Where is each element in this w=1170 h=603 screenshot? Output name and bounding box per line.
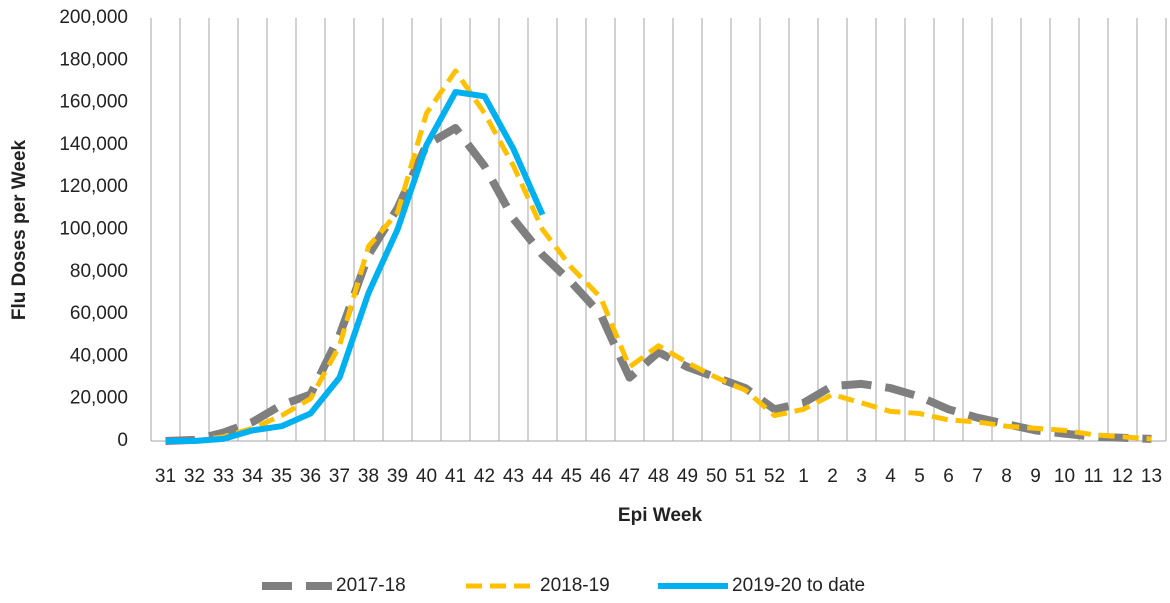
y-tick-label: 20,000 bbox=[70, 388, 128, 409]
x-tick-label: 45 bbox=[561, 466, 582, 487]
series-line bbox=[165, 68, 1152, 444]
x-tick-label: 41 bbox=[445, 466, 466, 487]
x-tick-label: 39 bbox=[387, 466, 408, 487]
x-tick-label: 1 bbox=[798, 466, 809, 487]
x-tick-label: 40 bbox=[416, 466, 437, 487]
y-tick-label: 100,000 bbox=[59, 219, 128, 240]
y-axis-label: Flu Doses per Week bbox=[9, 139, 30, 320]
x-tick-label: 4 bbox=[885, 466, 896, 487]
y-tick-label: 0 bbox=[117, 430, 128, 451]
x-tick-label: 2 bbox=[827, 466, 838, 487]
x-tick-label: 9 bbox=[1030, 466, 1041, 487]
x-tick-label: 36 bbox=[300, 466, 321, 487]
x-tick-label: 49 bbox=[677, 466, 698, 487]
y-tick-label: 140,000 bbox=[59, 134, 128, 155]
legend-label: 2019-20 to date bbox=[732, 575, 865, 596]
x-tick-label: 34 bbox=[242, 466, 264, 487]
y-tick-label: 120,000 bbox=[59, 176, 128, 197]
x-tick-label: 37 bbox=[329, 466, 350, 487]
x-tick-label: 42 bbox=[474, 466, 495, 487]
x-tick-label: 13 bbox=[1141, 466, 1162, 487]
x-tick-label: 6 bbox=[943, 466, 954, 487]
y-tick-label: 80,000 bbox=[70, 261, 128, 282]
legend-label: 2017-18 bbox=[336, 575, 406, 596]
series-line bbox=[165, 124, 1152, 445]
x-tick-label: 48 bbox=[648, 466, 669, 487]
x-tick-label: 12 bbox=[1112, 466, 1133, 487]
y-tick-label: 160,000 bbox=[59, 92, 128, 113]
x-tick-label: 11 bbox=[1084, 466, 1104, 487]
x-tick-label: 10 bbox=[1054, 466, 1075, 487]
y-tick-label: 200,000 bbox=[59, 7, 128, 28]
x-tick-label: 47 bbox=[619, 466, 640, 487]
x-tick-label: 5 bbox=[914, 466, 925, 487]
x-tick-label: 3 bbox=[856, 466, 867, 487]
x-tick-label: 43 bbox=[503, 466, 524, 487]
series-line bbox=[165, 89, 546, 444]
y-tick-label: 60,000 bbox=[70, 303, 128, 324]
x-tick-label: 46 bbox=[590, 466, 611, 487]
x-tick-label: 8 bbox=[1001, 466, 1012, 487]
x-tick-label: 35 bbox=[271, 466, 292, 487]
x-axis-label: Epi Week bbox=[618, 505, 703, 526]
x-tick-label: 44 bbox=[532, 466, 554, 487]
x-tick-label: 52 bbox=[764, 466, 785, 487]
x-tick-label: 7 bbox=[972, 466, 983, 487]
x-tick-label: 38 bbox=[358, 466, 379, 487]
x-tick-label: 50 bbox=[706, 466, 727, 487]
x-tick-label: 33 bbox=[213, 466, 234, 487]
y-tick-label: 180,000 bbox=[59, 49, 128, 70]
legend-label: 2018-19 bbox=[540, 575, 610, 596]
y-tick-label: 40,000 bbox=[70, 345, 128, 366]
x-tick-label: 31 bbox=[155, 466, 176, 487]
x-tick-label: 51 bbox=[735, 466, 756, 487]
x-tick-label: 32 bbox=[184, 466, 205, 487]
